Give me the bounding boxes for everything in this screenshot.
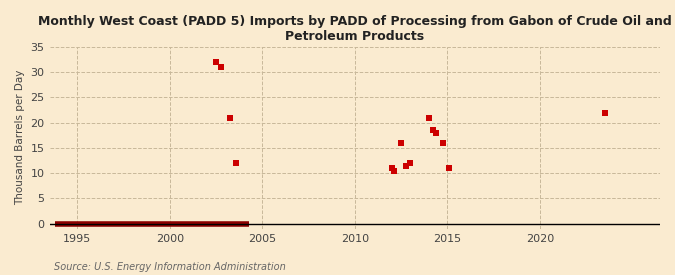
Text: Source: U.S. Energy Information Administration: Source: U.S. Energy Information Administ… [54, 262, 286, 272]
Point [388, 168, 399, 173]
Point [231, 161, 242, 165]
Point [225, 116, 236, 120]
Title: Monthly West Coast (PADD 5) Imports by PADD of Processing from Gabon of Crude Oi: Monthly West Coast (PADD 5) Imports by P… [38, 15, 672, 43]
Point [599, 110, 610, 115]
Y-axis label: Thousand Barrels per Day: Thousand Barrels per Day [15, 70, 25, 205]
Point [396, 141, 406, 145]
Point [437, 141, 448, 145]
Point [423, 116, 434, 120]
Point [443, 166, 454, 170]
Point [211, 60, 221, 64]
Point [428, 128, 439, 133]
Point [400, 163, 411, 168]
Point [386, 166, 397, 170]
Point [215, 65, 226, 69]
Point [431, 131, 441, 135]
Point [405, 161, 416, 165]
